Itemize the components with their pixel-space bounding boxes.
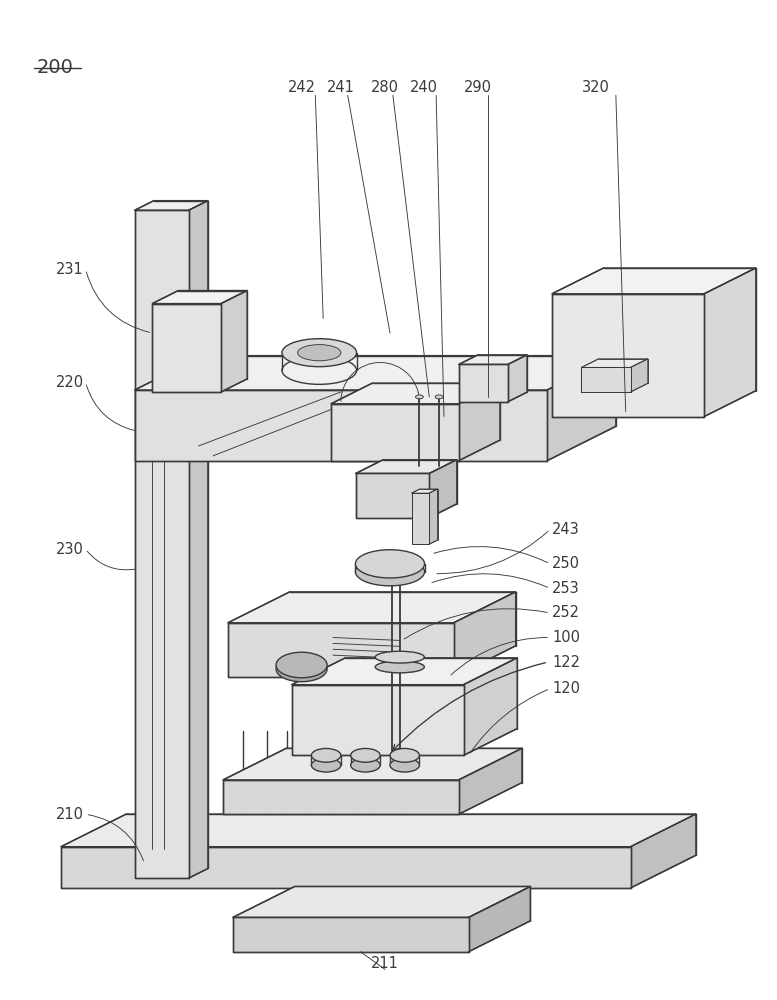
Polygon shape	[61, 814, 696, 847]
Text: 211: 211	[371, 956, 399, 971]
Text: 120: 120	[552, 681, 580, 696]
Polygon shape	[458, 748, 522, 814]
Polygon shape	[331, 404, 458, 461]
Text: 210: 210	[55, 807, 84, 822]
Polygon shape	[508, 355, 527, 402]
Text: 200: 200	[37, 58, 73, 77]
Text: 122: 122	[552, 655, 580, 670]
Polygon shape	[552, 268, 756, 294]
Polygon shape	[429, 460, 457, 518]
Ellipse shape	[435, 395, 443, 399]
Polygon shape	[454, 592, 516, 677]
Polygon shape	[581, 359, 648, 367]
Polygon shape	[458, 364, 508, 402]
Text: 253: 253	[552, 581, 580, 596]
Text: 243: 243	[552, 522, 580, 537]
Polygon shape	[134, 201, 208, 210]
Polygon shape	[291, 685, 464, 755]
Text: 290: 290	[465, 80, 493, 95]
Polygon shape	[228, 623, 454, 677]
Polygon shape	[356, 473, 429, 518]
Polygon shape	[412, 493, 429, 544]
Ellipse shape	[350, 748, 380, 762]
Polygon shape	[233, 886, 531, 917]
Polygon shape	[291, 658, 517, 685]
Ellipse shape	[355, 558, 424, 586]
Text: 252: 252	[552, 605, 580, 620]
Text: 231: 231	[56, 262, 84, 277]
Ellipse shape	[375, 661, 424, 673]
Ellipse shape	[282, 339, 357, 367]
Ellipse shape	[312, 748, 341, 762]
Polygon shape	[223, 780, 458, 814]
Text: 220: 220	[55, 375, 84, 390]
Text: 240: 240	[410, 80, 438, 95]
Polygon shape	[581, 367, 631, 392]
Text: 100: 100	[552, 630, 580, 645]
Polygon shape	[458, 383, 500, 461]
Ellipse shape	[390, 748, 420, 762]
Ellipse shape	[416, 395, 423, 399]
Polygon shape	[331, 383, 500, 404]
Ellipse shape	[350, 758, 380, 772]
Polygon shape	[631, 359, 648, 392]
Ellipse shape	[276, 656, 327, 682]
Polygon shape	[228, 592, 516, 623]
Ellipse shape	[276, 652, 327, 678]
Polygon shape	[223, 748, 522, 780]
Polygon shape	[429, 489, 437, 544]
Text: 230: 230	[56, 542, 84, 557]
Polygon shape	[458, 355, 527, 364]
Polygon shape	[552, 294, 704, 417]
Polygon shape	[547, 356, 616, 461]
Polygon shape	[152, 304, 221, 392]
Text: 242: 242	[287, 80, 315, 95]
Polygon shape	[134, 210, 189, 878]
Polygon shape	[61, 847, 631, 888]
Polygon shape	[233, 917, 469, 952]
Ellipse shape	[298, 345, 341, 361]
Polygon shape	[704, 268, 756, 417]
Text: 280: 280	[371, 80, 399, 95]
Polygon shape	[631, 814, 696, 888]
Ellipse shape	[390, 758, 420, 772]
Ellipse shape	[355, 550, 424, 578]
Polygon shape	[356, 460, 457, 473]
Polygon shape	[464, 658, 517, 755]
Polygon shape	[221, 291, 247, 392]
Polygon shape	[189, 201, 208, 878]
Text: 250: 250	[552, 556, 580, 571]
Text: 241: 241	[327, 80, 355, 95]
Polygon shape	[412, 489, 437, 493]
Ellipse shape	[375, 651, 424, 663]
Polygon shape	[469, 886, 531, 952]
Ellipse shape	[312, 758, 341, 772]
Polygon shape	[134, 390, 547, 461]
Polygon shape	[134, 356, 616, 390]
Polygon shape	[152, 291, 247, 304]
Text: 320: 320	[582, 80, 610, 95]
